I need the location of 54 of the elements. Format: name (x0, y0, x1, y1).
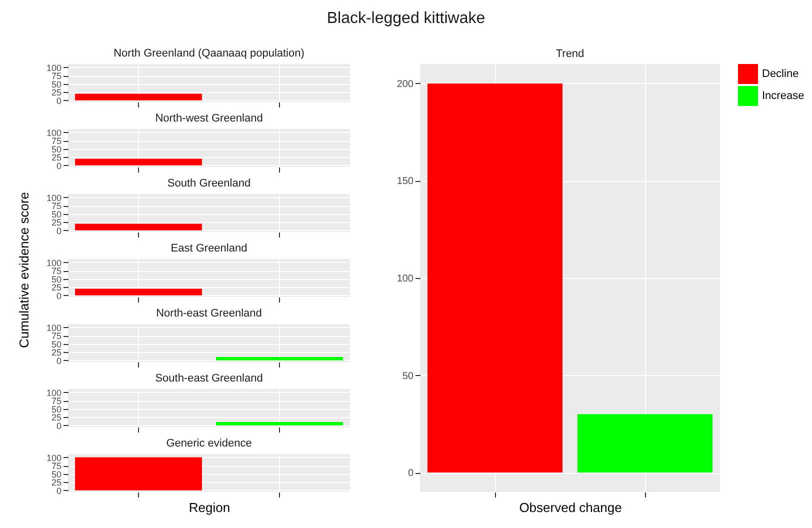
y-tick-label: 25 (51, 478, 62, 488)
y-tick-label: 100 (46, 128, 62, 138)
chart-title: South-east Greenland (155, 372, 263, 384)
y-tick-label: 100 (46, 452, 62, 463)
y-tick-label: 0 (56, 420, 62, 431)
legend-label: Increase (762, 90, 804, 102)
x-axis-title: Region (188, 500, 230, 515)
chart-title: North-east Greenland (156, 307, 262, 320)
y-tick-label: 25 (51, 152, 62, 163)
chart-title: East Greenland (170, 242, 248, 254)
y-tick-label: 25 (51, 282, 62, 293)
y-tick-label: 25 (51, 348, 62, 358)
y-tick-label: 100 (46, 258, 62, 268)
y-tick-label: 25 (51, 218, 62, 228)
y-tick-label: 100 (46, 192, 62, 203)
y-tick-label: 25 (51, 88, 62, 98)
chart-title: Generic evidence (166, 437, 252, 450)
x-axis-title: Observed change (519, 500, 622, 515)
y-tick-label: 100 (46, 388, 62, 398)
y-tick-label: 150 (396, 176, 414, 188)
y-tick-label: 100 (46, 62, 62, 73)
y-tick-label: 75 (51, 396, 62, 406)
y-tick-label: 75 (51, 266, 62, 276)
y-tick-label: 0 (56, 290, 62, 301)
y-tick-label: 75 (51, 71, 62, 82)
y-tick-label: 0 (56, 96, 62, 106)
legend-label: Decline (762, 68, 799, 80)
y-tick-label: 100 (46, 322, 62, 333)
y-axis-title: Cumulative evidence score (16, 191, 32, 348)
y-tick-label: 75 (51, 461, 62, 472)
y-tick-label: 50 (402, 370, 414, 382)
y-tick-label: 50 (51, 404, 62, 414)
y-tick-label: 75 (51, 136, 62, 146)
y-tick-label: 0 (408, 468, 414, 480)
y-tick-label: 75 (51, 201, 62, 212)
chart-title: South Greenland (167, 177, 251, 190)
y-tick-label: 50 (51, 144, 62, 154)
y-tick-label: 200 (396, 78, 414, 90)
chart-title: North Greenland (Qaanaaq population) (114, 47, 304, 60)
y-tick-label: 0 (56, 356, 62, 366)
y-tick-label: 25 (51, 412, 62, 423)
y-tick-label: 50 (51, 469, 62, 480)
chart-title: Trend (556, 48, 584, 60)
y-tick-label: 50 (51, 339, 62, 350)
chart-title: North-west Greenland (155, 112, 263, 124)
y-tick-label: 75 (51, 331, 62, 342)
y-tick-label: 50 (51, 209, 62, 220)
y-tick-label: 50 (51, 79, 62, 90)
y-tick-label: 0 (56, 226, 62, 236)
y-tick-label: 100 (396, 274, 414, 284)
y-tick-label: 0 (56, 486, 62, 496)
text: Black-legged kittiwake (326, 10, 486, 28)
y-tick-label: 0 (56, 160, 62, 171)
y-tick-label: 50 (51, 274, 62, 284)
